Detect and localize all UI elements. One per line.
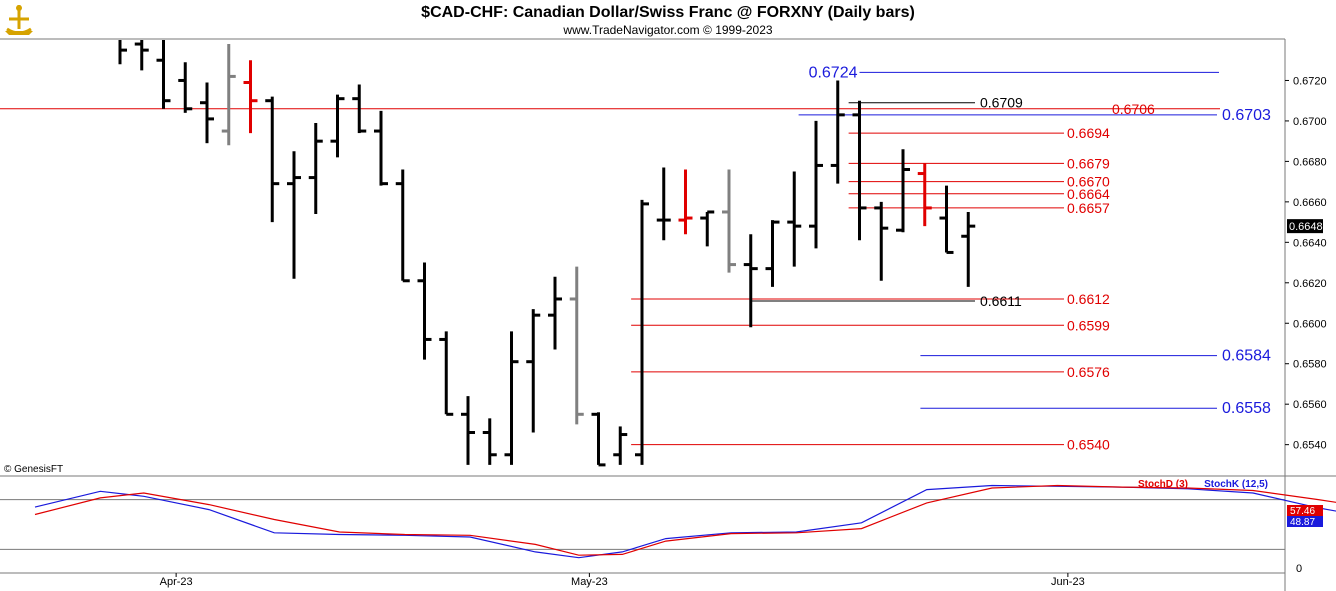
x-tick-label: May-23	[571, 576, 608, 588]
ohlc-bar	[961, 211, 976, 287]
ohlc-bar	[678, 169, 693, 235]
level-label: 0.6694	[1067, 125, 1110, 141]
level-label: 0.6670	[1067, 174, 1110, 190]
ohlc-bar	[548, 276, 562, 350]
level-label: 0.6709	[980, 95, 1023, 111]
ohlc-bar	[896, 149, 910, 233]
y-tick-label: 0.6540	[1293, 440, 1327, 452]
level-label: 0.6558	[1222, 400, 1271, 417]
stoch-tick-label: 0	[1296, 563, 1302, 575]
ohlc-bar	[156, 40, 171, 109]
level-label: 0.6540	[1067, 437, 1110, 453]
y-tick-label: 0.6640	[1293, 237, 1327, 249]
y-tick-label: 0.6580	[1293, 359, 1327, 371]
trade-navigator-logo	[5, 5, 33, 35]
chart-title: $CAD-CHF: Canadian Dollar/Swiss Franc @ …	[421, 4, 915, 21]
level-label: 0.6679	[1067, 155, 1110, 171]
ohlc-bar	[656, 167, 671, 241]
ohlc-bar	[308, 122, 323, 214]
ohlc-bar	[178, 62, 193, 113]
ohlc-bar	[569, 266, 584, 425]
ohlc-bar	[874, 201, 889, 281]
ohlc-bar	[809, 120, 823, 249]
ohlc-bar	[287, 151, 301, 279]
y-tick-label: 0.6680	[1293, 156, 1327, 168]
ohlc-bar	[200, 82, 214, 144]
stochk-value-box	[1287, 516, 1323, 527]
ohlc-bar	[917, 163, 932, 227]
ohlc-bar	[722, 169, 736, 273]
level-label: 0.6664	[1067, 186, 1110, 202]
x-tick-label: Apr-23	[160, 576, 193, 588]
ohlc-bar	[939, 185, 954, 254]
ohlc-bar	[700, 210, 715, 247]
watermark: © GenesisFT	[4, 464, 63, 475]
last-price-box	[1287, 219, 1323, 234]
y-tick-label: 0.6620	[1293, 278, 1327, 290]
stochk-line	[34, 484, 1336, 559]
price-axis: 0.6720 0.6700 0.6680 0.6660 0.6640 0.6620 0.66…	[1285, 75, 1327, 452]
date-axis: Apr-23 May-23 Jun-23	[160, 573, 1085, 588]
ohlc-bar	[243, 60, 258, 134]
stochd-value-box	[1287, 505, 1323, 516]
legend-stochk: StochK (12,5)	[1204, 479, 1268, 490]
ohlc-bar	[743, 234, 758, 328]
ohlc-bar	[439, 331, 454, 416]
y-tick-label: 0.6560	[1293, 399, 1327, 411]
stochd-line	[34, 484, 1336, 556]
level-label: 0.6724	[809, 64, 858, 81]
ohlc-bar	[635, 199, 649, 465]
level-label: 0.6657	[1067, 200, 1110, 216]
level-label: 0.6611	[980, 293, 1022, 309]
x-tick-label: Jun-23	[1051, 576, 1085, 588]
ohlc-bar	[504, 331, 519, 465]
stochd-value: 57.46	[1290, 506, 1315, 517]
ohlc-bar	[395, 169, 410, 283]
ohlc-bar	[852, 100, 867, 241]
chart-subtitle: www.TradeNavigator.com © 1999-2023	[562, 23, 772, 37]
level-label: 0.6584	[1222, 348, 1271, 365]
y-tick-label: 0.6720	[1293, 75, 1327, 87]
level-label: 0.6706	[1112, 101, 1155, 117]
price-panel: © GenesisFT	[0, 38, 1336, 591]
ohlc-bar	[374, 110, 388, 186]
level-label: 0.6599	[1067, 317, 1110, 333]
ohlc-bar	[265, 96, 280, 223]
y-tick-label: 0.6600	[1293, 318, 1327, 330]
ohlc-bar	[591, 412, 606, 467]
ohlc-bar	[526, 309, 541, 433]
y-tick-label: 0.6660	[1293, 197, 1327, 209]
stochk-value: 48.87	[1290, 517, 1315, 528]
ohlc-bar	[765, 220, 780, 287]
level-label: 0.6576	[1067, 364, 1110, 380]
ohlc-bar	[118, 40, 127, 65]
price-bars	[118, 40, 976, 467]
last-price-label: 0.6648	[1289, 221, 1323, 233]
level-label: 0.6703	[1222, 107, 1271, 124]
ohlc-bar	[330, 94, 345, 158]
level-label: 0.6612	[1067, 291, 1110, 307]
y-tick-label: 0.6700	[1293, 116, 1327, 128]
ohlc-bar	[221, 44, 236, 146]
ohlc-bar	[461, 396, 475, 465]
ohlc-bar	[134, 40, 149, 71]
ohlc-bar	[830, 80, 845, 184]
ohlc-bar	[787, 171, 802, 267]
legend-stochd: StochD (3)	[1138, 479, 1188, 490]
ohlc-bar	[482, 418, 497, 465]
ohlc-bar	[417, 262, 432, 360]
ohlc-bar	[613, 426, 628, 465]
ohlc-bar	[352, 84, 367, 134]
